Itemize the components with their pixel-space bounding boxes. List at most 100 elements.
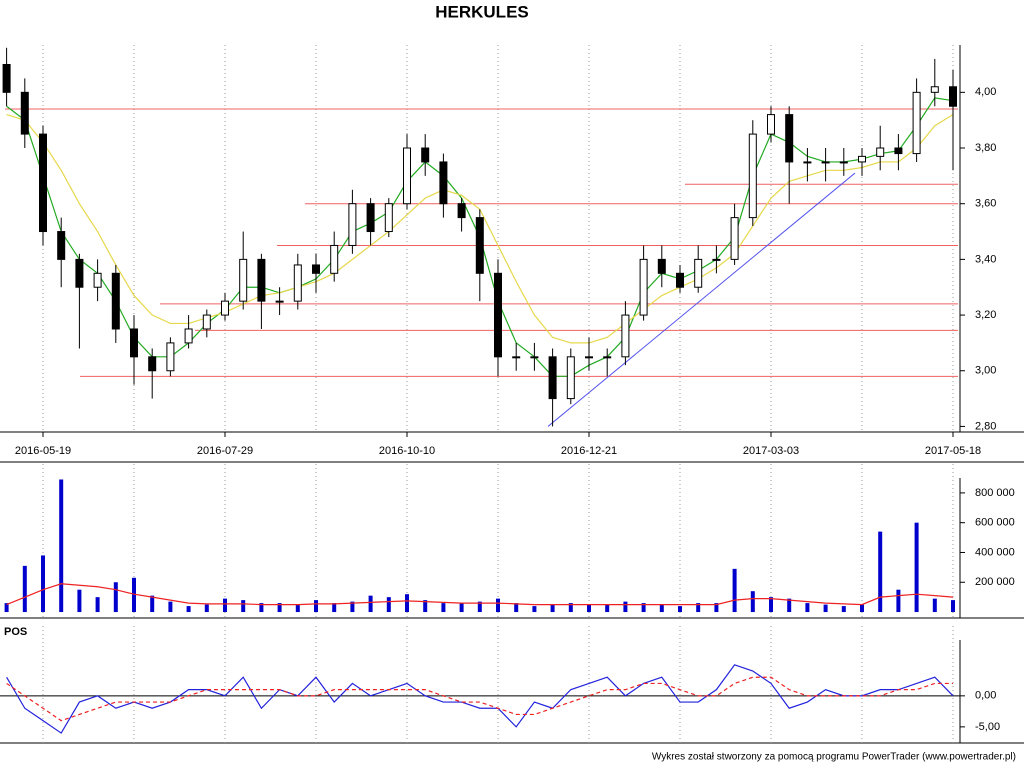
candle-body	[439, 161, 448, 205]
candle-body	[257, 258, 266, 302]
volume-bar	[4, 603, 9, 613]
x-tick-label: 2016-10-10	[379, 445, 435, 457]
x-tick-label: 2016-07-29	[197, 445, 253, 457]
y-tick-label: 200 000	[975, 576, 1015, 588]
volume-bar	[95, 597, 100, 613]
volume-bar	[168, 601, 173, 613]
volume-bar	[332, 603, 337, 613]
candle-body	[712, 258, 721, 261]
candle-body	[384, 203, 393, 233]
candle-body	[585, 356, 593, 359]
volume-bar	[714, 603, 719, 613]
candle-body	[57, 231, 66, 260]
panel-title: POS	[4, 626, 27, 638]
y-tick-label: 2,80	[975, 420, 996, 432]
candle-body	[421, 147, 430, 163]
candle-body	[512, 356, 521, 359]
candle-body	[111, 272, 120, 330]
candle-body	[785, 114, 794, 163]
candle-body	[403, 147, 411, 205]
volume-bar	[314, 600, 318, 613]
volume-bar	[605, 604, 610, 613]
candle-body	[858, 155, 866, 163]
candle-body	[730, 217, 739, 260]
y-tick-label: 0,00	[975, 690, 996, 702]
candle-body	[803, 161, 812, 164]
candle-body	[239, 258, 248, 302]
x-tick-label: 2016-12-21	[561, 445, 617, 457]
volume-bar	[77, 589, 82, 613]
volume-bar	[22, 565, 27, 613]
volume-bar	[823, 604, 828, 613]
volume-bar	[951, 600, 955, 613]
x-tick-label: 2016-05-19	[15, 445, 71, 457]
candle-body	[621, 314, 630, 358]
candle-body	[75, 258, 84, 288]
candle-body	[566, 356, 575, 400]
y-tick-label: 3,40	[975, 253, 996, 265]
volume-bar	[896, 589, 901, 613]
volume-bar	[223, 598, 227, 613]
candle-body	[475, 217, 484, 274]
candle-body	[676, 272, 684, 288]
candle-body	[348, 203, 357, 246]
candle-body	[548, 356, 557, 400]
volume-bar	[350, 601, 355, 613]
volume-bar	[59, 479, 64, 613]
volume-bar	[805, 603, 810, 613]
y-tick-label: 3,00	[975, 365, 996, 377]
oscillator-line	[6, 676, 953, 722]
x-tick-label: 2017-05-18	[925, 445, 981, 457]
volume-bar	[150, 595, 155, 613]
volume-bar	[295, 604, 300, 613]
volume-bar	[878, 531, 883, 613]
volume-bar	[277, 603, 282, 613]
volume-bar	[496, 598, 500, 613]
volume-bar	[204, 604, 209, 613]
volume-bar	[750, 591, 755, 613]
volume-bar	[186, 606, 191, 613]
volume-bar	[514, 603, 519, 613]
candle-body	[148, 356, 157, 372]
candle-body	[202, 314, 211, 330]
candle-body	[876, 147, 885, 157]
candle-body	[184, 328, 193, 344]
candle-body	[821, 161, 830, 164]
chart-title: HERKULES	[435, 2, 529, 21]
candle-body	[166, 342, 175, 372]
volume-bar	[696, 603, 701, 613]
volume-bar	[932, 598, 937, 613]
volume-bar	[532, 606, 537, 613]
candle-body	[330, 244, 339, 274]
y-tick-label: 600 000	[975, 517, 1015, 529]
volume-bar	[441, 603, 446, 613]
candle-body	[639, 258, 648, 316]
volume-bar	[914, 522, 919, 613]
candle-body	[221, 300, 229, 316]
candle-body	[603, 356, 612, 359]
volume-bar	[459, 603, 464, 613]
y-tick-label: 3,60	[975, 198, 996, 210]
candle-body	[93, 272, 102, 288]
volume-bar	[132, 577, 136, 613]
volume-bar	[787, 598, 792, 613]
volume-bar	[423, 600, 428, 613]
volume-bar	[769, 597, 773, 613]
candle-body	[694, 258, 703, 288]
volume-bar	[241, 600, 246, 613]
y-tick-label: 3,80	[975, 142, 996, 154]
candle-body	[949, 86, 957, 107]
volume-bar	[259, 603, 264, 613]
candle-body	[912, 91, 921, 155]
volume-bar	[732, 568, 737, 613]
volume-bar	[477, 601, 482, 613]
candle-body	[748, 133, 757, 219]
candle-body	[930, 86, 939, 93]
volume-bar	[641, 603, 646, 613]
candle-body	[457, 203, 466, 219]
y-tick-label: 4,00	[975, 86, 996, 98]
volume-bar	[678, 606, 682, 613]
volume-bar	[587, 604, 591, 613]
candle-body	[530, 356, 539, 359]
